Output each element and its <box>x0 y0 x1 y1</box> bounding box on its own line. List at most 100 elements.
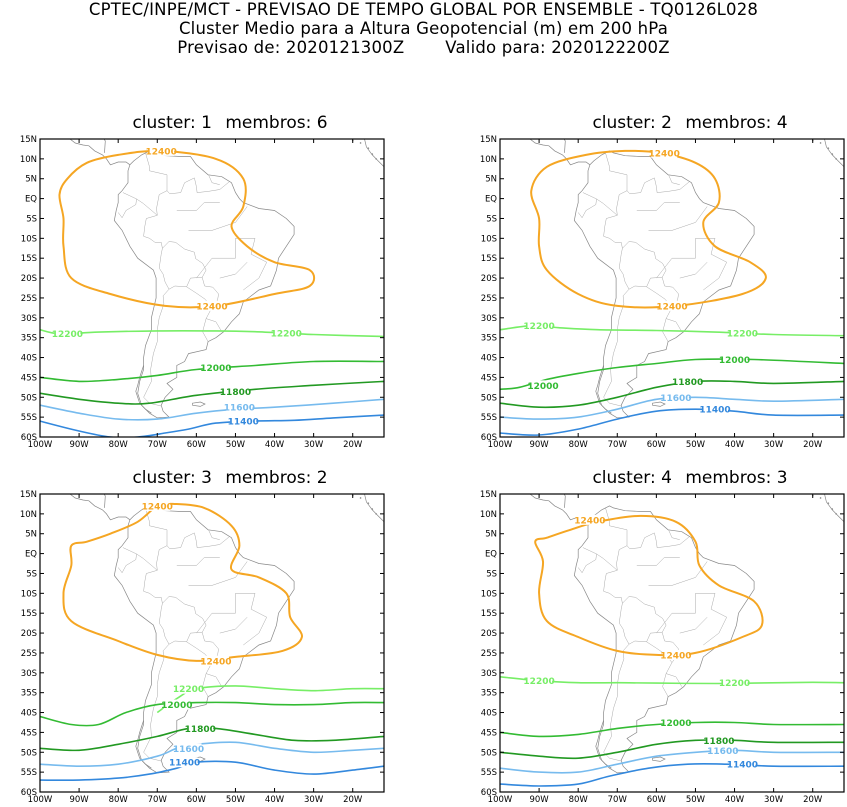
lon-label: 100W <box>28 795 53 803</box>
lat-label: 10S <box>21 589 37 599</box>
country-border <box>665 662 683 687</box>
coastline-islands-chile <box>595 720 612 769</box>
country-border <box>605 152 655 195</box>
country-border <box>679 262 708 279</box>
lat-label: EQ <box>25 195 37 205</box>
island-dot <box>819 142 822 144</box>
cluster-panel-3: cluster: 3 membros: 2 12400 12400 12200 120… <box>0 465 400 805</box>
contour-label-bg <box>721 677 748 688</box>
contour-12000 <box>500 721 844 738</box>
lat-label: 5N <box>485 530 497 540</box>
contour-11600 <box>40 398 384 421</box>
coastline-falklands <box>192 401 206 407</box>
cluster-label: cluster: 4 <box>592 468 672 488</box>
contour-label-bg <box>721 354 748 365</box>
contour-label-12200: 12200 <box>271 329 302 339</box>
contour-label-12200: 12200 <box>523 322 554 332</box>
country-border <box>668 174 680 185</box>
country-border <box>136 190 168 216</box>
lat-label: 25S <box>21 649 37 659</box>
country-border <box>194 177 230 193</box>
lat-label: 55S <box>21 413 37 423</box>
lat-label: 30S <box>481 314 497 324</box>
map-frame <box>39 493 385 793</box>
coastline-falklands <box>652 756 666 762</box>
lon-label: 50W <box>686 795 706 803</box>
country-border <box>646 277 679 308</box>
lat-label: 15S <box>21 609 37 619</box>
contour-label-12000: 12000 <box>660 719 691 729</box>
map-content: 12400 12400 12200 12200 12000 12000 11800 11600… <box>500 139 844 436</box>
lon-label: 60W <box>647 440 667 450</box>
lat-label: 10N <box>480 155 497 165</box>
contour-label-bg <box>702 404 728 415</box>
contour-label-bg <box>163 699 190 710</box>
coastline-africa <box>824 139 844 168</box>
lat-label: 40S <box>481 709 497 719</box>
country-border <box>143 215 163 269</box>
contour-11600 <box>40 741 384 768</box>
contour-label-12000: 12000 <box>200 364 231 374</box>
country-border <box>143 289 170 407</box>
contour-11800 <box>500 739 844 760</box>
coastline-central-america <box>69 139 131 166</box>
country-border <box>196 238 268 291</box>
country-border <box>656 593 728 646</box>
contour-11400 <box>40 760 384 782</box>
contour-12400 <box>530 149 767 309</box>
lon-label: 80W <box>569 440 589 450</box>
lat-label: EQ <box>485 550 497 560</box>
country-border <box>596 545 628 571</box>
lat-label: 60S <box>21 788 37 798</box>
lat-label: 15S <box>481 609 497 619</box>
lat-label: EQ <box>485 195 497 205</box>
country-border <box>603 644 630 762</box>
lat-label: 15S <box>481 254 497 264</box>
lat-label: 5S <box>26 569 37 579</box>
lat-label: 15S <box>21 254 37 264</box>
coastline-south-america <box>113 150 295 419</box>
contour-label-12000: 12000 <box>161 701 192 711</box>
lat-label: 45S <box>481 373 497 383</box>
country-border <box>648 206 708 231</box>
lat-label: 45S <box>481 728 497 738</box>
lon-label: 70W <box>608 440 628 450</box>
contour-12400 <box>58 149 316 309</box>
island-dot <box>367 502 370 504</box>
lat-label: 55S <box>481 413 497 423</box>
lon-label: 90W <box>69 795 89 803</box>
lon-label: 90W <box>529 440 549 450</box>
island-dot <box>827 502 830 504</box>
coastline-central-america <box>529 139 591 166</box>
contour-label-bg <box>729 759 756 770</box>
contour-label-12400: 12400 <box>660 651 691 661</box>
island-dot <box>835 513 837 515</box>
lat-label: 15N <box>480 490 497 500</box>
lat-label: 40S <box>21 709 37 719</box>
coastline-south-america <box>113 505 295 774</box>
lat-label: 40S <box>21 354 37 364</box>
country-border <box>636 557 680 566</box>
contour-label-bg <box>54 328 81 339</box>
contour-label-bg <box>175 683 202 694</box>
coastline-south-america <box>573 505 755 774</box>
contour-label-bg <box>576 514 603 525</box>
country-border <box>636 202 680 211</box>
lon-label: 60W <box>647 795 667 803</box>
figure-title-line1: CPTEC/INPE/MCT - PREVISAO DE TEMPO GLOBA… <box>88 0 759 19</box>
island-dot <box>371 508 374 510</box>
contour-label-bg <box>199 300 225 311</box>
lat-label: 45S <box>21 728 37 738</box>
lat-label: 15N <box>20 135 37 145</box>
contour-label-bg <box>202 655 229 666</box>
island-dot <box>371 153 374 155</box>
forecast-date: Previsao de: 2020121300Z <box>177 38 405 57</box>
island-dot <box>375 158 377 160</box>
contour-label-bg <box>659 300 685 311</box>
panel-title: cluster: 1 membros: 6 <box>70 113 390 133</box>
country-border <box>603 570 623 624</box>
lon-label: 100W <box>28 440 53 450</box>
country-border <box>143 570 163 624</box>
